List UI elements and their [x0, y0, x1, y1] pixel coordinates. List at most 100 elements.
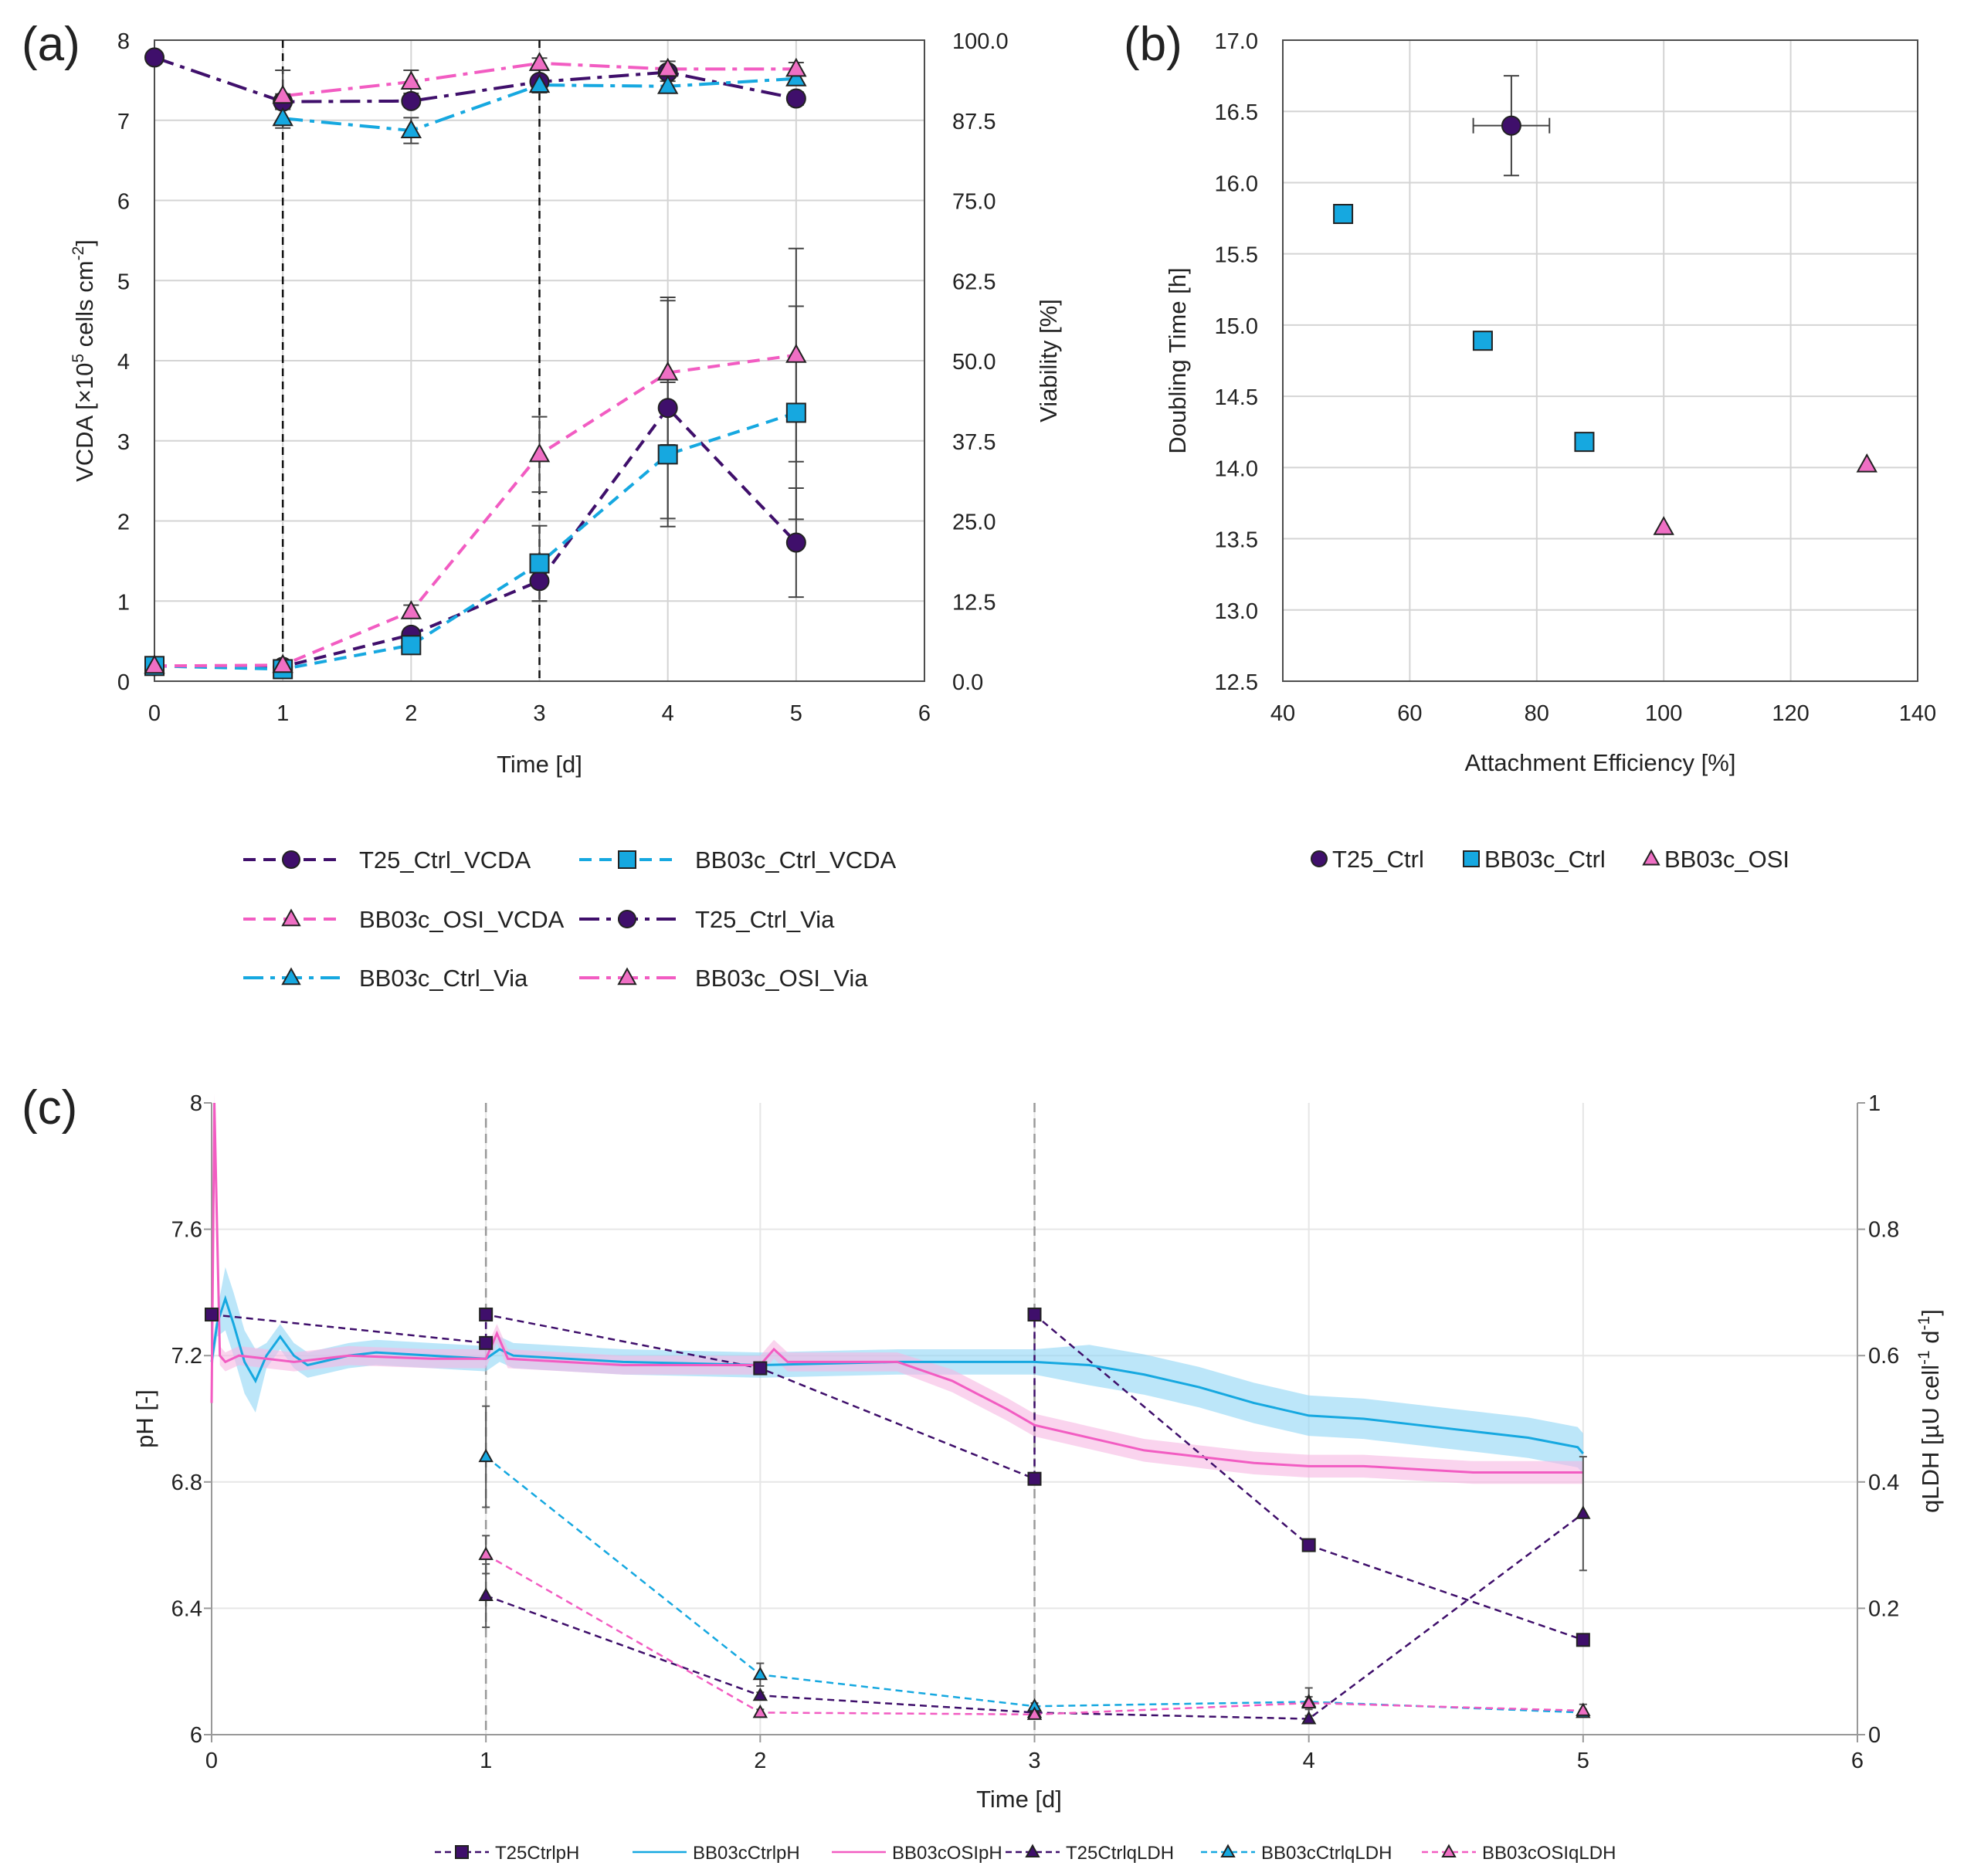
legend-marker-BB03cOSIqLDH [1441, 1844, 1457, 1857]
y-tick-label: 15.5 [1215, 243, 1258, 268]
data-point-T25_Ctrl_Via [401, 90, 422, 111]
data-point-BB03c_Ctrl [1333, 204, 1354, 225]
y-tick-label: 6.4 [171, 1596, 202, 1621]
y2-axis-label-part: d [1917, 1330, 1944, 1350]
data-point-BB03c_OSI_Via [400, 70, 422, 90]
legend-label-BB03cOSIpH: BB03cOSIpH [892, 1843, 1002, 1864]
legend-label-T25_Ctrl_VCDA: T25_Ctrl_VCDA [359, 846, 531, 874]
y2-tick-label: 87.5 [952, 110, 996, 134]
data-point-T25CtrlqLDH [752, 1687, 768, 1701]
data-point-BB03cCtrlqLDH [478, 1448, 494, 1463]
legend-marker-BB03c_OSI [1642, 849, 1660, 866]
y-tick-label: 3 [117, 430, 130, 455]
data-point-BB03c_Ctrl_VCDA [529, 553, 550, 574]
data-point-BB03cCtrlqLDH [752, 1666, 768, 1681]
y-tick-label: 5 [117, 270, 130, 294]
data-point-BB03c_OSI_VCDA [144, 654, 165, 674]
y-tick-label: 6.8 [171, 1471, 202, 1495]
series-line-T25_Ctrl_VCDA [154, 405, 798, 669]
legend-label-T25CtrlpH: T25CtrlpH [495, 1843, 579, 1864]
series-line-BB03cOSIpH [210, 1102, 1583, 1474]
x-tick-label: 5 [1577, 1749, 1589, 1773]
y2-axis-label: Viability [%] [1035, 299, 1062, 422]
y-tick-label: 6 [190, 1723, 202, 1748]
y-tick-label: 16.0 [1215, 171, 1258, 196]
y-tick-label: 17.0 [1215, 29, 1258, 54]
data-point-BB03c_Ctrl_Via [656, 75, 679, 94]
y2-tick-label: 62.5 [952, 270, 996, 294]
x-tick-label: 2 [405, 701, 417, 726]
y2-axis-label-part: -1 [1915, 1350, 1933, 1365]
legend-label-BB03cOSIqLDH: BB03cOSIqLDH [1482, 1843, 1616, 1864]
legend-marker-BB03c_Ctrl_VCDA [618, 850, 636, 869]
y-tick-label: 1 [117, 590, 130, 615]
x-tick-label: 140 [1899, 701, 1936, 726]
x-tick-label: 6 [1851, 1749, 1864, 1773]
data-point-T25_Ctrl [1501, 115, 1521, 136]
panel-label-b: (b) [1124, 18, 1182, 71]
y-tick-label: 0 [117, 670, 130, 695]
data-point-T25CtrlqLDH [1301, 1711, 1317, 1725]
data-point-T25CtrlpH [1301, 1538, 1316, 1552]
data-point-BB03c_Ctrl_Via [400, 119, 422, 139]
y2-axis-label-part: -1 [1915, 1316, 1933, 1331]
series-line-BB03cCtrlpH [210, 1294, 1584, 1454]
y-axis-label-part: -2 [70, 246, 87, 261]
y-axis-label-part: VCDA [×10 [71, 363, 98, 482]
y2-tick-label: 0.6 [1868, 1344, 1899, 1369]
legend-label-T25CtrlqLDH: T25CtrlqLDH [1066, 1843, 1174, 1864]
x-axis-label: Time [d] [976, 1786, 1062, 1813]
legend-label-T25_Ctrl_Via: T25_Ctrl_Via [695, 906, 835, 933]
legend-marker-T25_Ctrl_Via [618, 910, 636, 928]
legends: T25_Ctrl_VCDA BB03c_Ctrl_VCDA BB03c_OSI_VC… [243, 846, 1789, 1864]
data-point-BB03c_Ctrl_Via [528, 73, 551, 93]
legend-marker-BB03c_OSI_Via [617, 967, 637, 985]
legend-marker-T25CtrlpH [455, 1845, 469, 1859]
legend-label-BB03c_OSI_Via: BB03c_OSI_Via [695, 965, 868, 992]
x-tick-label: 1 [480, 1749, 492, 1773]
legend-marker-T25_Ctrl [1311, 850, 1328, 867]
y2-tick-label: 0.0 [952, 670, 983, 695]
data-point-BB03c_OSI_Via [785, 57, 807, 77]
data-point-BB03c_OSI_VCDA [272, 653, 293, 673]
y-tick-label: 14.0 [1215, 456, 1258, 481]
data-point-T25CtrlpH [753, 1361, 768, 1376]
data-point-BB03c_OSI [1653, 516, 1674, 535]
data-point-BB03c_OSI_Via [656, 57, 679, 77]
panel-b: (b) 40 60 80 100 120 140 12.5 13.0 13.5 14.0 14.5 15… [1124, 18, 1936, 776]
data-point-T25_Ctrl_Via [785, 88, 806, 109]
x-tick-label: 1 [276, 701, 289, 726]
data-point-T25CtrlpH [479, 1335, 494, 1350]
y2-tick-label: 50.0 [952, 350, 996, 375]
y2-axis-label-part: qLDH [µU cell [1917, 1365, 1944, 1513]
data-point-BB03c_Ctrl_VCDA [785, 402, 806, 423]
x-axis-label: Attachment Efficiency [%] [1465, 749, 1736, 776]
data-point-T25CtrlpH [1027, 1308, 1042, 1322]
legend-label-BB03c_OSI: BB03c_OSI [1664, 846, 1789, 873]
x-tick-label: 3 [533, 701, 545, 726]
x-tick-label: 0 [148, 701, 161, 726]
x-tick-label: 80 [1525, 701, 1549, 726]
panel-label-a: (a) [22, 18, 80, 71]
data-point-BB03cOSIqLDH [752, 1704, 768, 1718]
data-point-BB03c_Ctrl [1472, 331, 1493, 351]
panel-a: (a) 0 1 2 3 4 5 6 0 1 2 3 4 5 6 7 8 0.0 12.5 25.0 37.5 50.0 62… [22, 18, 1062, 778]
x-tick-label: 4 [1303, 1749, 1315, 1773]
y-tick-label: 16.5 [1215, 100, 1258, 125]
panel-c: (c) 0 1 2 3 4 5 6 6 6.4 6.8 7.2 7.6 8 0 0.2 0.4 0.6 0.8 1 Ti… [22, 1081, 1944, 1813]
data-point-BB03c_Ctrl [1574, 432, 1595, 453]
y2-axis-label-part: ] [1917, 1309, 1944, 1316]
y-axis-label-part: 5 [70, 354, 87, 363]
x-tick-label: 60 [1397, 701, 1422, 726]
data-point-BB03c_OSI_VCDA [656, 361, 679, 381]
x-tick-label: 120 [1772, 701, 1809, 726]
legend-marker-BB03cCtrlqLDH [1220, 1844, 1236, 1857]
x-axis-label: Time [d] [497, 751, 582, 778]
data-point-T25CtrlqLDH [478, 1587, 494, 1602]
x-tick-label: 100 [1645, 701, 1682, 726]
y-tick-label: 12.5 [1215, 670, 1258, 695]
x-tick-label: 5 [790, 701, 802, 726]
data-point-T25_Ctrl_VCDA [657, 398, 678, 419]
y-tick-label: 13.0 [1215, 599, 1258, 624]
